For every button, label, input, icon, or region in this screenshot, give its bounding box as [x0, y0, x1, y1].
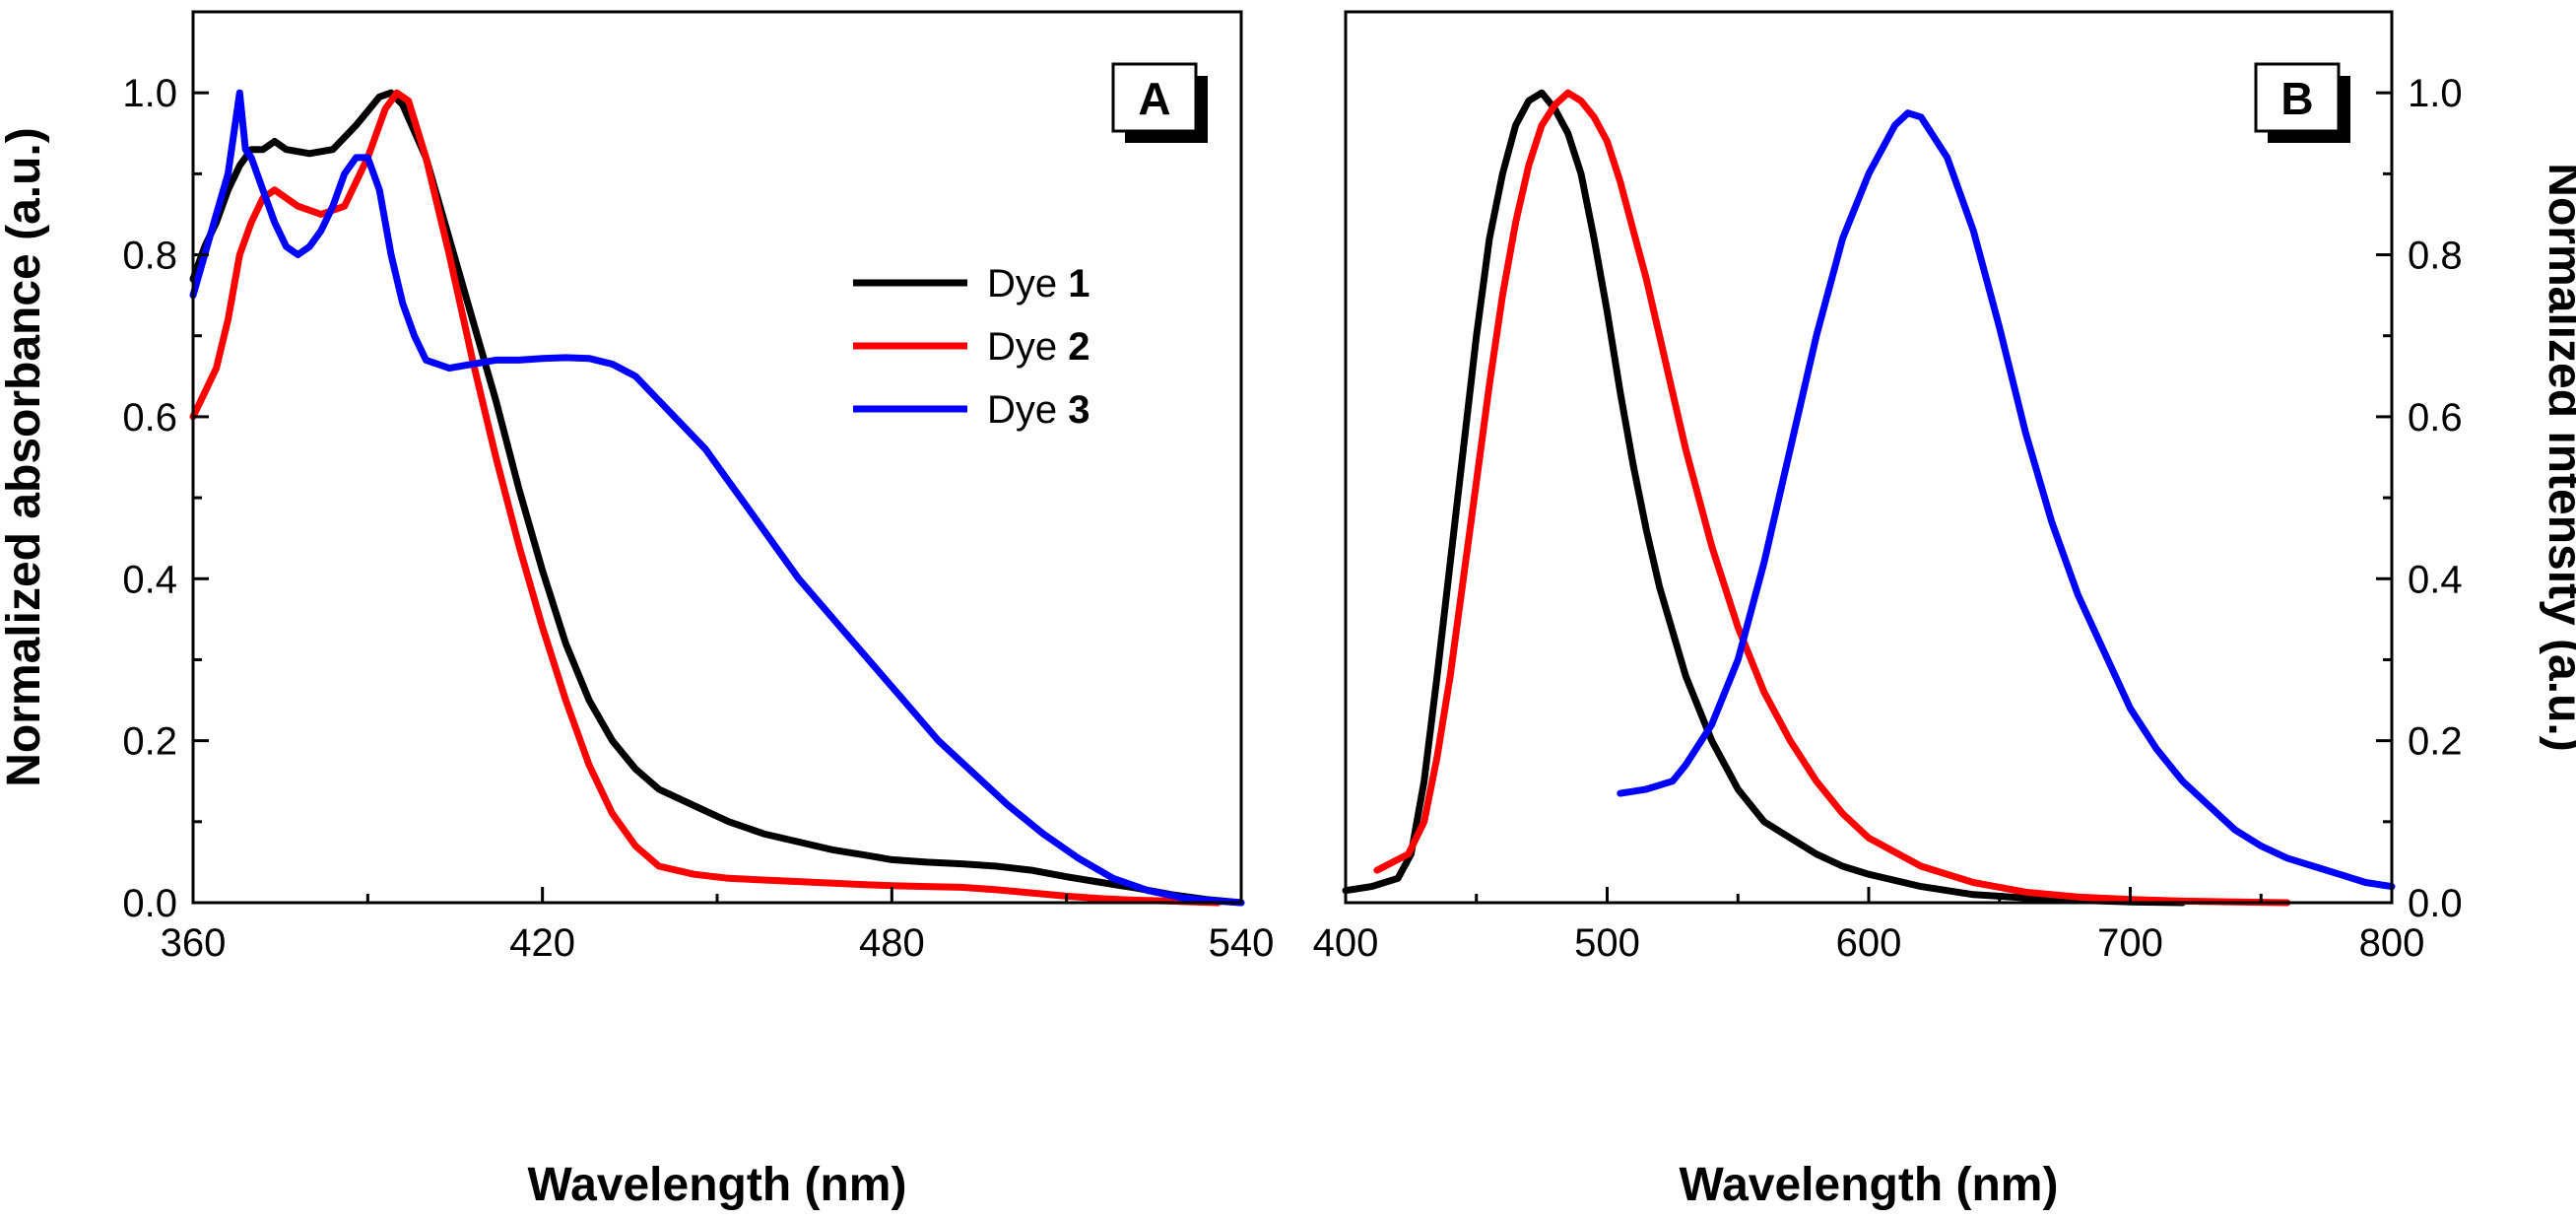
panel-b-label-box: B — [2254, 62, 2350, 143]
panel-b-series — [1342, 89, 2396, 907]
legend-label-dye-2: Dye 2 — [987, 325, 1090, 369]
panel-a-x-tick-label: 540 — [1209, 921, 1275, 965]
panel-a-x-axis-title: Wavelength (nm) — [528, 1159, 907, 1211]
panel-a-line-dye-2 — [189, 89, 1222, 907]
panel-b-y-tick-label: 0.6 — [2408, 396, 2463, 440]
panel-b-letter: B — [2280, 73, 2313, 124]
panel-a-y-tick-label: 0.4 — [122, 558, 177, 601]
panel-a-y-tick-label: 0.0 — [122, 882, 177, 925]
panel-a-y-tick-label: 1.0 — [122, 72, 177, 115]
panel-a-x-tick-label: 480 — [859, 921, 925, 965]
legend: Dye 1 Dye 2 Dye 3 — [853, 262, 1090, 432]
panel-b-y-tick-label: 0.2 — [2408, 720, 2463, 764]
panel-a-y-tick-label: 0.6 — [122, 396, 177, 440]
panel-a-line-dye-3 — [189, 89, 1245, 907]
panel-a-y-axis-title: Normalized absorbance (a.u.) — [0, 127, 50, 787]
panel-b-y-tick-label: 0.8 — [2408, 235, 2463, 278]
panel-a-x-tick-label: 420 — [509, 921, 575, 965]
panel-a-y-tick-label: 0.2 — [122, 720, 177, 764]
panel-b-line-dye-3 — [1617, 109, 2396, 891]
panel-a-ticks: 360 420 480 540 0.0 0.2 0.4 0.6 0.8 1.0 — [122, 72, 1274, 965]
panel-b-x-tick-label: 700 — [2097, 921, 2163, 965]
panel-a-y-tick-label: 0.8 — [122, 235, 177, 278]
panel-b-y-tick-label: 0.4 — [2408, 558, 2463, 601]
panel-b-x-tick-label: 800 — [2359, 921, 2425, 965]
panel-a-series — [189, 89, 1245, 907]
panel-b-y-tick-label: 0.0 — [2408, 882, 2463, 925]
panel-a-x-tick-label: 360 — [161, 921, 227, 965]
panel-b-line-dye-2 — [1373, 89, 2291, 907]
panel-b-x-axis-title: Wavelength (nm) — [1680, 1159, 2059, 1211]
panel-a-absorbance-chart: 360 420 480 540 0.0 0.2 0.4 0.6 0.8 1.0 A Dye 1 D… — [0, 10, 1274, 1211]
panel-b-x-tick-label: 600 — [1836, 921, 1902, 965]
panel-a-letter: A — [1138, 73, 1170, 124]
panel-b-line-dye-1 — [1342, 89, 2187, 907]
legend-label-dye-1: Dye 1 — [987, 262, 1090, 305]
legend-label-dye-3: Dye 3 — [987, 388, 1090, 432]
panel-b-y-tick-label: 1.0 — [2408, 72, 2463, 115]
panel-b-x-tick-label: 400 — [1313, 921, 1379, 965]
panel-b-y-axis-title: Normalized intensity (a.u.) — [2539, 163, 2576, 751]
panel-b-x-tick-label: 500 — [1574, 921, 1640, 965]
panel-a-line-dye-1 — [189, 89, 1245, 907]
panel-a-label-box: A — [1111, 62, 1208, 143]
